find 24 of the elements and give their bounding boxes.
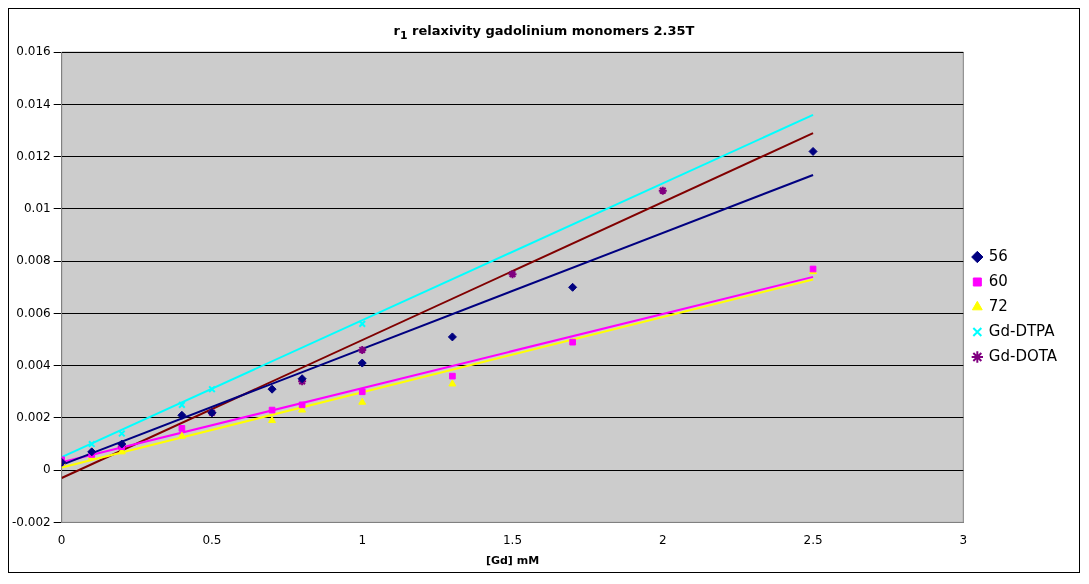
x-tick-label: 2: [658, 532, 667, 547]
x-axis-title: [Gd] mM: [485, 553, 540, 567]
x-tick-label: 1.5: [502, 532, 523, 547]
y-tick-label: 0.006: [16, 305, 51, 320]
y-tick-label: 0.01: [23, 200, 51, 215]
y-tick-label: 0.016: [16, 43, 51, 58]
x-tick-label: 3: [959, 532, 968, 547]
y-tick-label: 0.004: [16, 357, 51, 372]
y-tick-label: 0.014: [16, 96, 51, 111]
y-tick-label: 0: [43, 461, 51, 476]
legend-label: 56: [988, 246, 1008, 265]
y-tick-label: 0.012: [16, 148, 51, 163]
x-tick-label: 0: [57, 532, 66, 547]
y-tick-label: 0.002: [16, 409, 51, 424]
y-tick-label: 0.008: [16, 252, 51, 267]
chart-title: r$_{1}$ relaxivity gadolinium monomers 2.35T: [392, 22, 696, 42]
legend-label: 60: [988, 271, 1008, 290]
y-tick-label: -0.002: [12, 514, 51, 529]
legend-label: 72: [988, 296, 1008, 315]
x-tick-label: 0.5: [202, 532, 222, 547]
x-tick-label: 2.5: [803, 532, 823, 547]
legend-label: Gd-DOTA: [988, 346, 1058, 365]
x-tick-label: 1: [358, 532, 367, 547]
legend-label: Gd-DTPA: [988, 321, 1056, 340]
